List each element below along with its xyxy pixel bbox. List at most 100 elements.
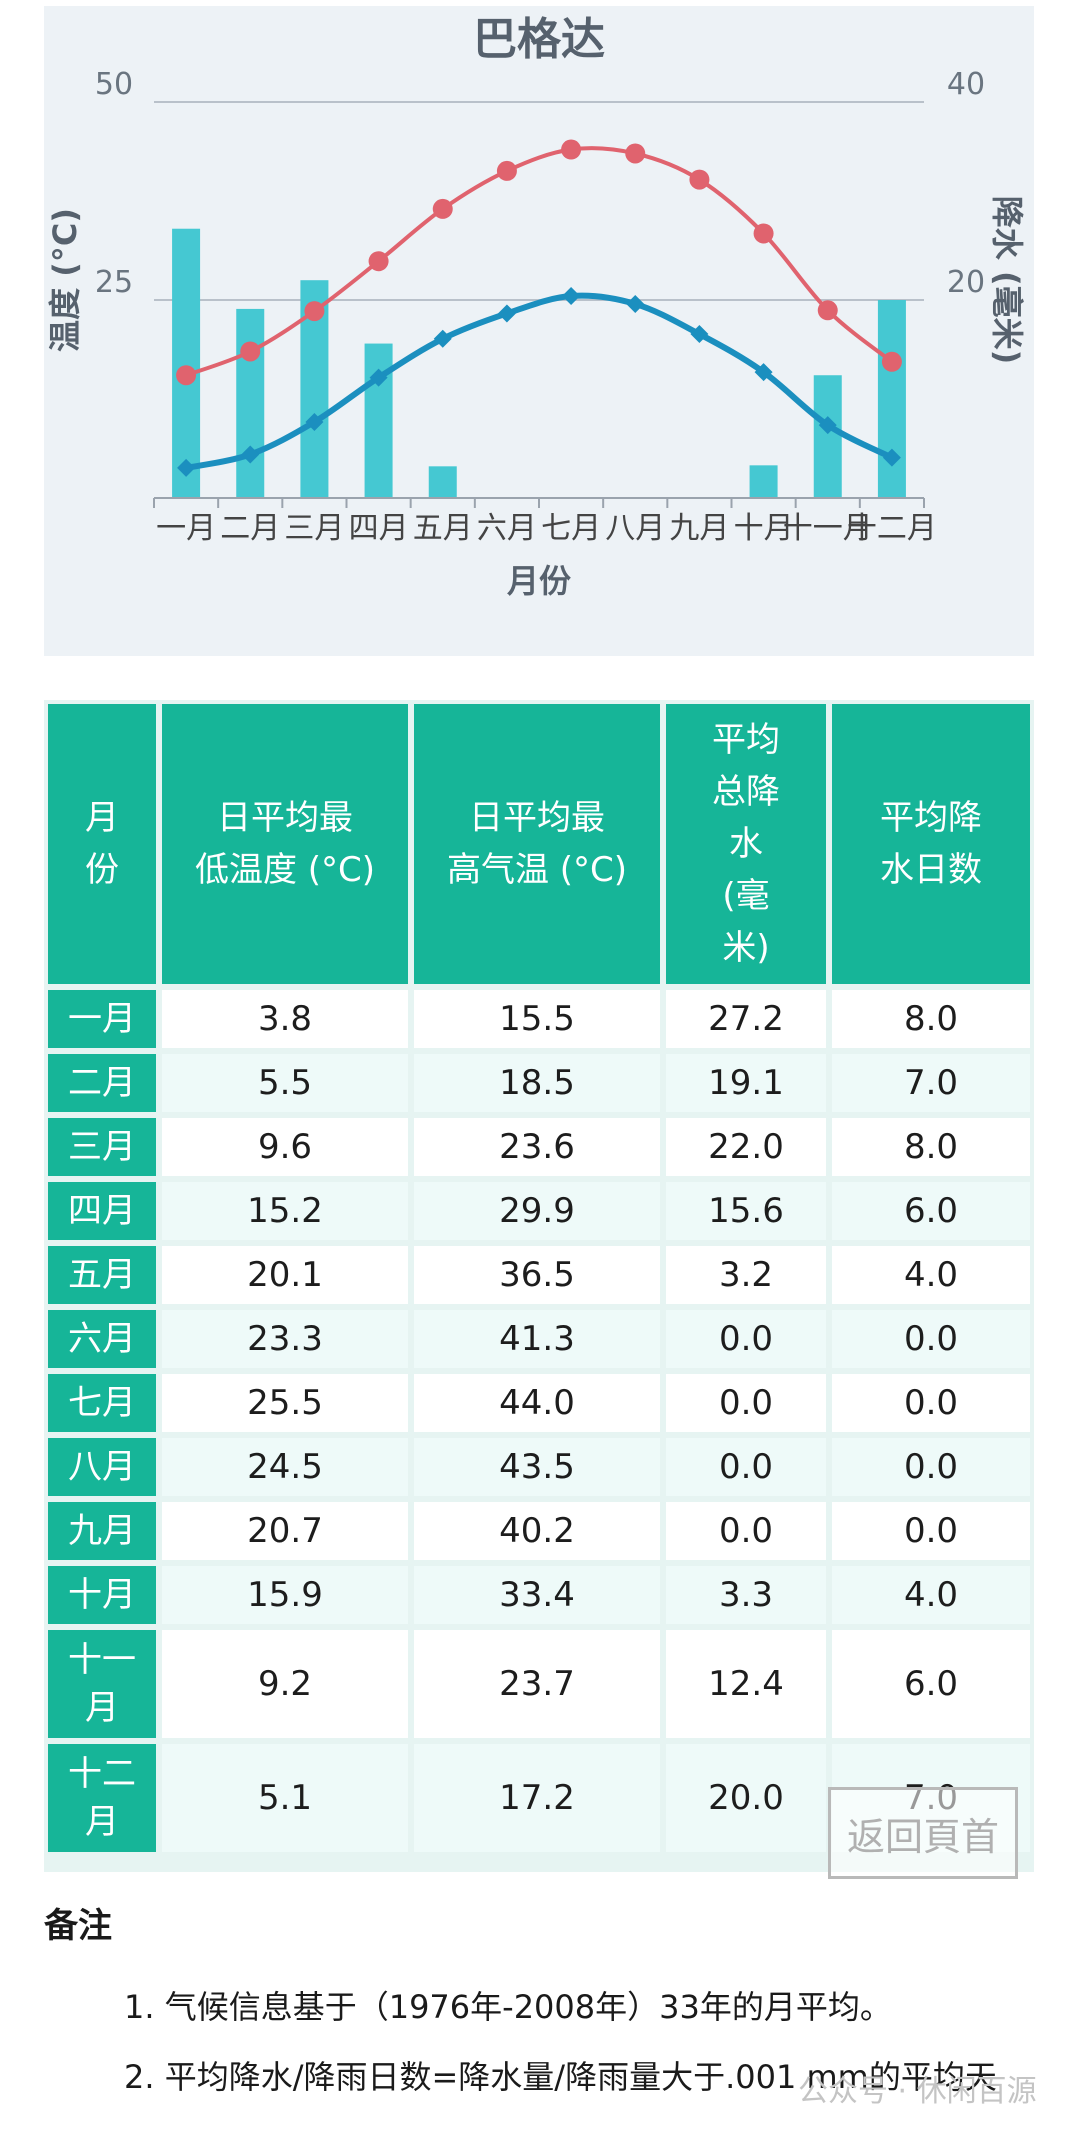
table-cell: 0.0 xyxy=(666,1310,826,1368)
table-cell: 41.3 xyxy=(414,1310,660,1368)
x-tick-label: 六月 xyxy=(477,511,537,546)
right-tick-label: 20 xyxy=(947,265,985,300)
table-cell: 8.0 xyxy=(832,1118,1030,1176)
table-row: 八月 24.5 43.5 0.0 0.0 xyxy=(48,1438,1030,1496)
table-cell: 20.1 xyxy=(162,1246,408,1304)
precip-bar xyxy=(749,465,778,498)
table-row: 五月 20.1 36.5 3.2 4.0 xyxy=(48,1246,1030,1304)
table-row: 三月 9.6 23.6 22.0 8.0 xyxy=(48,1118,1030,1176)
x-tick-label: 四月 xyxy=(349,511,409,546)
table-cell: 20.7 xyxy=(162,1502,408,1560)
table-cell: 18.5 xyxy=(414,1054,660,1112)
high-temp-point xyxy=(432,198,453,219)
table-cell: 40.2 xyxy=(414,1502,660,1560)
table-row: 二月 5.5 18.5 19.1 7.0 xyxy=(48,1054,1030,1112)
table-cell: 8.0 xyxy=(832,990,1030,1048)
table-header-cell: 平均 总降 水 (毫 米) xyxy=(666,704,826,984)
table-header-cell: 平均降 水日数 xyxy=(832,704,1030,984)
table-row: 十月 15.9 33.4 3.3 4.0 xyxy=(48,1566,1030,1624)
month-cell: 五月 xyxy=(48,1246,156,1304)
high-temp-point xyxy=(176,365,197,386)
note-item-1: 1. 气候信息基于（1976年-2008年）33年的月平均。 xyxy=(124,1988,892,2026)
table-cell: 5.1 xyxy=(162,1744,408,1852)
month-cell: 七月 xyxy=(48,1374,156,1432)
table-cell: 0.0 xyxy=(666,1438,826,1496)
low-temp-point xyxy=(562,287,581,306)
x-tick-label: 五月 xyxy=(413,511,473,546)
x-tick-label: 三月 xyxy=(284,511,344,546)
precip-bar xyxy=(428,466,457,498)
table-cell: 5.5 xyxy=(162,1054,408,1112)
table-cell: 36.5 xyxy=(414,1246,660,1304)
table-row: 四月 15.2 29.9 15.6 6.0 xyxy=(48,1182,1030,1240)
left-tick-label: 25 xyxy=(95,265,133,300)
x-tick-label: 七月 xyxy=(541,511,601,546)
watermark-text: 公众号 · 休闲百源 xyxy=(798,2074,1037,2109)
table-cell: 3.8 xyxy=(162,990,408,1048)
high-temp-line xyxy=(185,146,894,378)
table-cell: 23.6 xyxy=(414,1118,660,1176)
table-cell: 17.2 xyxy=(414,1744,660,1852)
x-tick-label: 九月 xyxy=(669,511,729,546)
y-axis-label-right: 降水 (毫米) xyxy=(988,196,1026,364)
table-cell: 29.9 xyxy=(414,1182,660,1240)
table-cell: 4.0 xyxy=(832,1566,1030,1624)
low-temp-point xyxy=(241,445,260,464)
month-cell: 十月 xyxy=(48,1566,156,1624)
low-temp-point xyxy=(882,448,901,467)
table-cell: 0.0 xyxy=(832,1374,1030,1432)
x-tick-label: 八月 xyxy=(605,511,665,546)
note-item-2: 2. 平均降水/降雨日数=降水量/降雨量大于.001 mm的平均天 xyxy=(124,2058,997,2096)
table-cell: 9.2 xyxy=(162,1630,408,1738)
table-cell: 15.5 xyxy=(414,990,660,1048)
left-tick-label: 50 xyxy=(95,67,133,102)
low-temp-point xyxy=(754,363,773,382)
table-cell: 24.5 xyxy=(162,1438,408,1496)
low-temp-point xyxy=(497,304,516,323)
precip-bar xyxy=(813,375,842,498)
back-to-top-button[interactable]: 返回頁首 xyxy=(828,1787,1018,1879)
y-axis-label-left: 温度 (°C) xyxy=(46,208,84,352)
precip-bar xyxy=(364,343,393,498)
table-cell: 6.0 xyxy=(832,1182,1030,1240)
table-cell: 23.3 xyxy=(162,1310,408,1368)
x-tick-label: 十月 xyxy=(734,511,794,546)
high-temp-point xyxy=(817,300,838,321)
high-temp-point xyxy=(689,169,710,190)
table-cell: 3.2 xyxy=(666,1246,826,1304)
table-row: 一月 3.8 15.5 27.2 8.0 xyxy=(48,990,1030,1048)
low-temp-point xyxy=(690,325,709,344)
month-cell: 二月 xyxy=(48,1054,156,1112)
table-cell: 12.4 xyxy=(666,1630,826,1738)
high-temp-point xyxy=(304,301,325,322)
low-temp-point xyxy=(433,329,452,348)
table-cell: 0.0 xyxy=(832,1438,1030,1496)
precip-bar xyxy=(172,228,201,498)
low-temp-line xyxy=(185,292,894,471)
high-temp-point xyxy=(625,143,646,164)
right-tick-label: 40 xyxy=(947,67,985,102)
low-temp-point xyxy=(177,458,196,477)
table-cell: 0.0 xyxy=(666,1502,826,1560)
table-cell: 3.3 xyxy=(666,1566,826,1624)
high-temp-point xyxy=(881,351,902,372)
table-cell: 23.7 xyxy=(414,1630,660,1738)
precip-bar xyxy=(877,300,906,498)
table-cell: 0.0 xyxy=(832,1310,1030,1368)
month-cell: 十二 月 xyxy=(48,1744,156,1852)
low-temp-point xyxy=(626,294,645,313)
table-cell: 9.6 xyxy=(162,1118,408,1176)
precip-bar xyxy=(236,308,265,498)
table-cell: 20.0 xyxy=(666,1744,826,1852)
table-cell: 19.1 xyxy=(666,1054,826,1112)
table-row: 六月 23.3 41.3 0.0 0.0 xyxy=(48,1310,1030,1368)
table-cell: 22.0 xyxy=(666,1118,826,1176)
low-temp-point xyxy=(818,416,837,435)
high-temp-point xyxy=(368,251,389,272)
table-cell: 33.4 xyxy=(414,1566,660,1624)
high-temp-point xyxy=(240,341,261,362)
table-header-cell: 月 份 xyxy=(48,704,156,984)
table-cell: 15.2 xyxy=(162,1182,408,1240)
table-row: 七月 25.5 44.0 0.0 0.0 xyxy=(48,1374,1030,1432)
x-tick-label: 二月 xyxy=(220,511,280,546)
